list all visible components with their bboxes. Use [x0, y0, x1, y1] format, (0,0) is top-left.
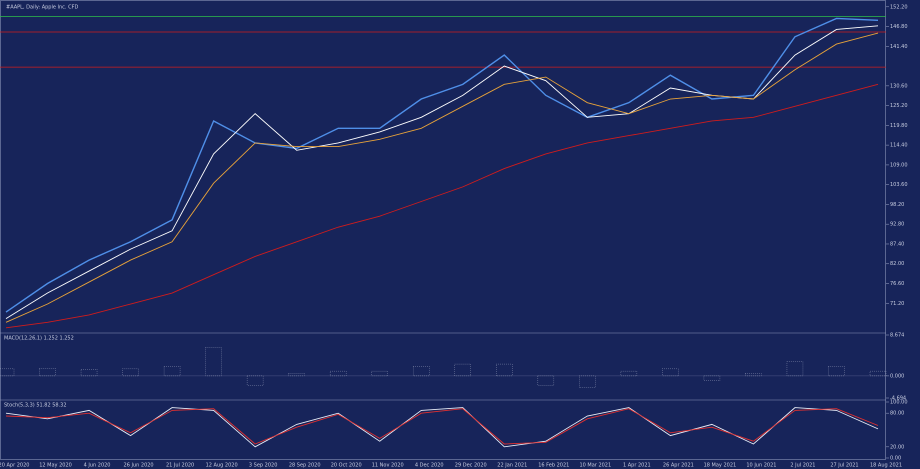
frame	[0, 0, 886, 460]
y-tick-label: 130.60	[890, 83, 908, 89]
y-tick-label: 146.80	[890, 24, 908, 30]
x-tick-label: 29 Dec 2020	[455, 463, 487, 469]
x-tick-label: 28 Sep 2020	[289, 463, 321, 469]
bar	[745, 373, 762, 377]
x-tick-label: 12 Aug 2020	[206, 463, 238, 469]
bar	[371, 370, 388, 377]
bar	[537, 375, 555, 386]
y-tick-label: 100.00	[890, 400, 908, 406]
bar	[205, 347, 222, 377]
x-tick-label: 10 Mar 2021	[579, 463, 611, 469]
y-tick-label: 82.00	[890, 261, 904, 267]
bar	[246, 375, 264, 386]
y-tick-label: 76.60	[890, 281, 904, 287]
y-tick-label: 80.00	[890, 411, 904, 417]
y-tick-label: 71.20	[890, 301, 904, 307]
bar	[579, 375, 596, 388]
x-tick-label: 1 Apr 2021	[623, 463, 651, 469]
bar	[662, 368, 679, 377]
x-tick-label: 3 Sep 2020	[249, 463, 278, 469]
y-tick-label: 20.00	[890, 444, 904, 450]
bar	[412, 366, 430, 377]
bar	[454, 363, 472, 377]
x-tick-label: 21 Jul 2020	[166, 463, 194, 469]
y-tick-label: -4.694	[890, 396, 906, 402]
x-tick-label: 26 Jun 2020	[124, 463, 154, 469]
y-tick-label: 114.40	[890, 143, 908, 149]
y-tick-label: 103.60	[890, 182, 908, 188]
x-tick-label: 12 May 2020	[39, 463, 72, 469]
series-line	[5, 83, 879, 329]
series-line	[5, 25, 879, 320]
y-tick-label: 8.674	[890, 333, 904, 339]
x-tick-label: 20 Oct 2020	[331, 463, 362, 469]
series-line	[5, 32, 879, 323]
bar	[288, 373, 305, 377]
x-tick-label: 2 Jul 2021	[790, 463, 815, 469]
panel-title: MACD(12,26,1) 1.252 1.252	[4, 336, 74, 342]
bar	[329, 370, 347, 377]
bar	[80, 369, 98, 377]
x-tick-label: 16 Feb 2021	[538, 463, 569, 469]
y-tick-label: 0.000	[890, 373, 904, 379]
y-tick-label: 98.20	[890, 202, 904, 208]
x-tick-label: 27 Jul 2021	[830, 463, 858, 469]
series-line	[5, 408, 879, 445]
chart-title: #AAPL, Daily: Apple Inc. CFD	[6, 5, 78, 11]
x-tick-label: 11 Nov 2020	[372, 463, 404, 469]
bar	[786, 361, 804, 377]
y-tick-label: 87.40	[890, 241, 904, 247]
y-tick-label: 141.40	[890, 44, 908, 50]
y-tick-label: 109.00	[890, 162, 908, 168]
x-tick-label: 4 Jun 2020	[84, 463, 111, 469]
panel-title: Stoch(5,3,3) 51.82 58.32	[4, 403, 67, 409]
y-tick-label: 119.80	[890, 123, 908, 129]
bar	[122, 368, 139, 377]
x-tick-label: 18 May 2021	[704, 463, 737, 469]
y-tick-label: 125.20	[890, 103, 908, 109]
bar	[620, 370, 638, 377]
y-tick-label: 92.80	[890, 222, 904, 228]
bar	[496, 363, 513, 377]
x-tick-label: 22 Jan 2021	[497, 463, 527, 469]
bar	[869, 370, 887, 377]
bar	[39, 368, 56, 377]
x-tick-label: 20 Apr 2020	[0, 463, 29, 469]
bar	[163, 366, 181, 377]
series-line	[5, 17, 879, 313]
bar	[0, 368, 15, 377]
series-line	[5, 407, 879, 448]
y-tick-label: 0.00	[890, 456, 901, 462]
bar	[703, 375, 721, 381]
bar	[828, 366, 845, 377]
x-tick-label: 4 Dec 2020	[415, 463, 444, 469]
x-tick-label: 26 Apr 2021	[663, 463, 694, 469]
x-tick-label: 10 Jun 2021	[746, 463, 776, 469]
x-tick-label: 18 Aug 2021	[870, 463, 902, 469]
y-tick-label: 152.20	[890, 4, 908, 10]
